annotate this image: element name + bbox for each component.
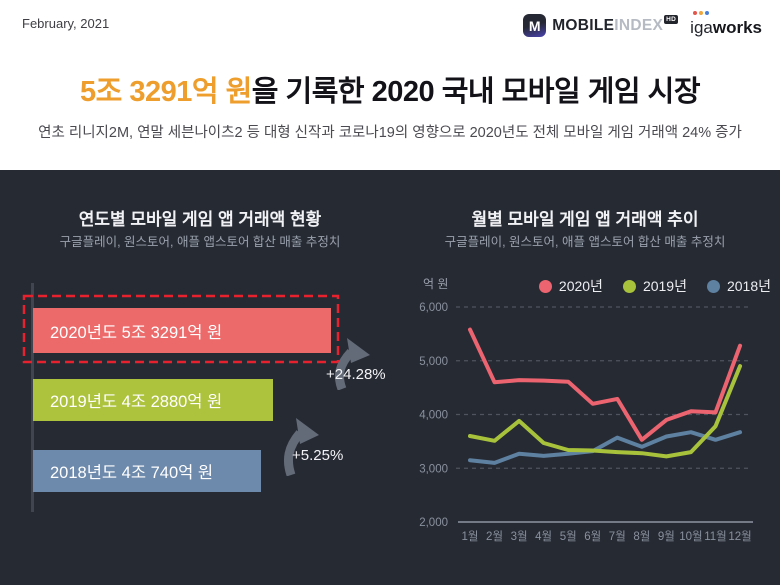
header: February, 2021 M MOBILEINDEX HD igaworks … (0, 0, 780, 170)
svg-text:6,000: 6,000 (419, 302, 448, 314)
igaworks-works-text: works (712, 18, 762, 37)
legend-label-2019: 2019년 (642, 278, 687, 294)
svg-text:4,000: 4,000 (419, 410, 448, 422)
svg-text:10월: 10월 (679, 530, 702, 543)
content-section: 연도별 모바일 게임 앱 거래액 현황 구글플레이, 원스토어, 애플 앱스토어… (0, 170, 780, 585)
report-date: February, 2021 (22, 16, 110, 31)
growth-arrow-icon (283, 418, 319, 476)
growth-2019-label: +5.25% (292, 447, 344, 464)
legend-item-2020: 2020년 (538, 276, 603, 296)
mobileindex-wordmark: MOBILEINDEX HD (552, 14, 679, 35)
monthly-chart-title: 월별 모바일 게임 앱 거래액 추이 (471, 210, 699, 229)
bar-2018-label: 2018년도 4조 740억 원 (50, 464, 214, 482)
m-letter: M (528, 17, 541, 34)
growth-2020-label: +24.28% (326, 366, 386, 383)
bar-chart-axis (31, 283, 34, 512)
bar-2018: 2018년도 4조 740억 원 (33, 450, 261, 492)
y-axis-unit-label: 억 원 (423, 277, 449, 291)
legend-item-2018: 2018년 (706, 276, 771, 296)
legend-dot-2020 (538, 279, 552, 293)
page-title: 5조 3291억 원을 기록한 2020 국내 모바일 게임 시장 (0, 68, 780, 110)
svg-text:5,000: 5,000 (419, 356, 448, 368)
hd-badge: HD (664, 14, 679, 24)
bar-2020-label: 2020년도 5조 3291억 원 (50, 323, 223, 342)
svg-text:11월: 11월 (704, 530, 727, 543)
svg-text:3,000: 3,000 (419, 463, 448, 475)
monthly-chart-subtitle: 구글플레이, 원스토어, 애플 앱스토어 합산 매출 추정치 (444, 235, 726, 249)
legend-label-2020: 2020년 (558, 278, 603, 294)
legend-dot-2018 (706, 279, 720, 293)
igaworks-dots-icon (693, 11, 710, 15)
legend-label-2018: 2018년 (726, 278, 771, 294)
page-title-rest: 을 기록한 2020 국내 모바일 게임 시장 (251, 76, 701, 108)
legend-dot-2019 (622, 279, 636, 293)
page-title-highlight: 5조 3291억 원 (80, 76, 252, 108)
legend-item-2019: 2019년 (622, 276, 687, 296)
growth-arrow-icon (334, 338, 370, 390)
svg-text:6월: 6월 (584, 530, 601, 543)
svg-text:2,000: 2,000 (419, 517, 448, 529)
chart-legend: 2020년 2019년 2018년 (538, 276, 771, 296)
svg-text:12월: 12월 (728, 530, 751, 543)
mobileindex-index-text: INDEX (614, 16, 664, 34)
svg-text:1월: 1월 (462, 530, 479, 543)
bar-2019-label: 2019년도 4조 2880억 원 (50, 393, 223, 411)
svg-text:5월: 5월 (560, 530, 577, 543)
yearly-chart-subtitle: 구글플레이, 원스토어, 애플 앱스토어 합산 매출 추정치 (59, 235, 341, 249)
igaworks-logo: igaworks (690, 11, 762, 38)
mobileindex-m-icon: M (523, 14, 547, 37)
bar-2020: 2020년도 5조 3291억 원 (33, 308, 331, 353)
yearly-chart-title: 연도별 모바일 게임 앱 거래액 현황 (78, 210, 322, 229)
svg-text:9월: 9월 (658, 530, 675, 543)
page-subtitle: 연초 리니지2M, 연말 세븐나이츠2 등 대형 신작과 코로나19의 영향으로… (38, 125, 742, 141)
svg-text:7월: 7월 (609, 530, 626, 543)
brand-logos: M MOBILEINDEX HD igaworks (523, 11, 762, 38)
bar-2019: 2019년도 4조 2880억 원 (33, 379, 273, 421)
monthly-line-chart: 2,000 3,000 4,000 5,000 6,000 1월 2월 3월 4월 5월 6월 7월 8… (419, 302, 753, 543)
mobileindex-logo: M MOBILEINDEX HD (523, 14, 679, 37)
svg-text:8월: 8월 (633, 530, 650, 543)
svg-text:4월: 4월 (535, 530, 552, 543)
igaworks-iga-text: iga (690, 18, 713, 37)
svg-text:2월: 2월 (486, 530, 503, 543)
mobileindex-mobile-text: MOBILE (552, 16, 615, 34)
svg-text:3월: 3월 (511, 530, 528, 543)
